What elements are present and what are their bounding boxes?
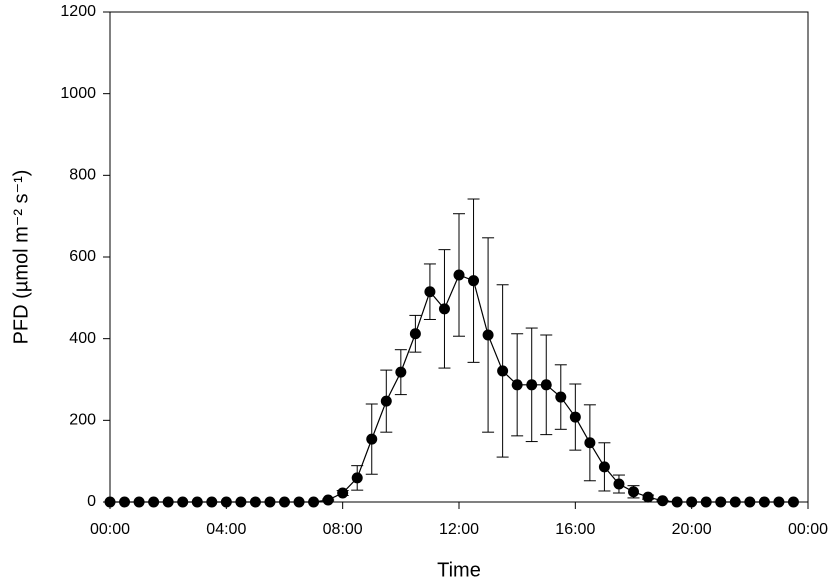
y-tick-label: 1200 <box>60 3 96 20</box>
data-point <box>628 486 639 498</box>
data-point <box>758 496 770 508</box>
data-point <box>220 496 232 508</box>
x-tick-label: 04:00 <box>206 521 246 538</box>
data-point <box>773 496 785 508</box>
x-tick-label: 00:00 <box>788 521 828 538</box>
data-point <box>424 286 436 298</box>
data-point <box>235 496 247 508</box>
y-tick-label: 0 <box>87 493 96 510</box>
data-point <box>482 329 494 341</box>
data-point <box>162 496 174 508</box>
data-point <box>409 328 421 340</box>
data-point <box>279 496 290 508</box>
data-point <box>497 365 509 377</box>
data-point <box>133 496 145 508</box>
data-point <box>438 303 450 315</box>
data-point <box>351 472 363 484</box>
data-point <box>322 494 334 506</box>
data-point <box>613 478 625 490</box>
x-tick-label: 16:00 <box>555 521 595 538</box>
data-point <box>642 491 654 503</box>
data-point <box>206 496 218 508</box>
x-tick-label: 00:00 <box>90 521 130 538</box>
data-point <box>293 496 305 508</box>
data-point <box>569 411 581 423</box>
data-point <box>511 379 523 391</box>
data-point <box>715 496 727 508</box>
data-point <box>584 437 596 449</box>
data-point <box>249 496 261 508</box>
data-point <box>686 496 698 508</box>
data-point <box>700 496 712 508</box>
data-point <box>526 379 538 391</box>
y-tick-label: 400 <box>69 330 96 347</box>
y-tick-label: 600 <box>69 248 96 265</box>
data-point <box>308 496 320 508</box>
data-point <box>119 496 131 508</box>
x-axis-title: Time <box>437 559 481 581</box>
y-tick-label: 1000 <box>60 85 96 102</box>
data-point <box>264 496 276 508</box>
data-point <box>104 496 116 508</box>
data-point <box>453 269 465 281</box>
data-point <box>598 461 610 473</box>
y-axis-title: PFD (µmol m⁻² s⁻¹) <box>10 170 32 345</box>
x-tick-label: 12:00 <box>439 521 479 538</box>
y-tick-label: 200 <box>69 412 96 429</box>
data-point <box>395 366 407 378</box>
data-point <box>540 379 552 391</box>
data-point <box>337 487 349 499</box>
data-point <box>366 433 378 445</box>
data-point <box>729 496 741 508</box>
data-point <box>177 496 189 508</box>
data-point <box>148 496 160 508</box>
data-point <box>787 496 799 508</box>
data-point <box>191 496 203 508</box>
data-point <box>671 496 683 508</box>
data-point <box>468 275 480 287</box>
data-point <box>555 391 567 403</box>
data-point <box>380 395 392 407</box>
data-line <box>110 274 794 503</box>
x-tick-label: 08:00 <box>323 521 363 538</box>
x-tick-label: 20:00 <box>672 521 712 538</box>
data-point <box>744 496 756 508</box>
data-point <box>657 495 669 507</box>
y-tick-label: 800 <box>69 167 96 184</box>
